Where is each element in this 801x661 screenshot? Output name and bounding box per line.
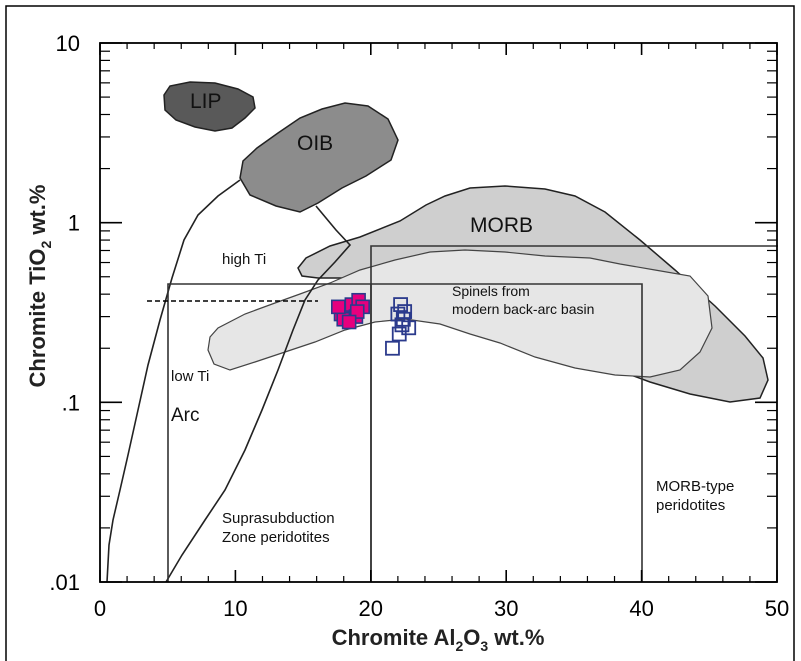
open-square-point bbox=[385, 340, 400, 356]
label-arc: Arc bbox=[171, 405, 200, 426]
plot-frame bbox=[99, 42, 778, 583]
figure-border bbox=[5, 5, 795, 661]
axis-tick-labels: 0 10 20 30 40 50 10 1 .1 .01 bbox=[49, 31, 789, 621]
morb-box-mid-line bbox=[371, 283, 643, 582]
y-tick-label: .01 bbox=[49, 570, 80, 595]
y-tick-label: .1 bbox=[62, 390, 80, 415]
label-backarc-2: modern back-arc basin bbox=[452, 301, 594, 317]
x-tick-label: 30 bbox=[494, 596, 518, 621]
y-tick-label: 10 bbox=[56, 31, 80, 56]
label-high-ti: high Ti bbox=[222, 251, 266, 268]
label-morb-peridotite-2: peridotites bbox=[656, 497, 725, 514]
label-ssz-1: Suprasubduction bbox=[222, 510, 335, 527]
label-ssz-2: Zone peridotites bbox=[222, 529, 330, 546]
lip-field bbox=[163, 81, 256, 132]
filled-square-point bbox=[331, 299, 346, 315]
label-oib: OIB bbox=[297, 132, 333, 155]
y-axis-title: Chromite TiO2 wt.% bbox=[25, 185, 54, 388]
backarc-field bbox=[207, 249, 713, 378]
morb-box bbox=[370, 245, 778, 582]
label-low-ti: low Ti bbox=[171, 368, 209, 385]
peridotite-boxes bbox=[147, 245, 778, 582]
open-square-point bbox=[397, 304, 413, 319]
boundary-curves bbox=[106, 179, 352, 583]
label-morb: MORB bbox=[470, 214, 533, 237]
label-lip: LIP bbox=[190, 90, 222, 113]
axis-ticks bbox=[99, 42, 778, 583]
label-backarc-1: Spinels from bbox=[452, 283, 530, 299]
x-tick-label: 40 bbox=[629, 596, 653, 621]
oib-field bbox=[239, 102, 399, 213]
y-tick-label: 1 bbox=[68, 211, 80, 236]
x-tick-label: 0 bbox=[94, 596, 106, 621]
field-regions bbox=[163, 81, 769, 403]
filled-square-point bbox=[341, 314, 357, 330]
x-tick-label: 50 bbox=[765, 596, 789, 621]
arc-right-curve bbox=[165, 205, 352, 583]
x-axis-title: Chromite Al2O3 wt.% bbox=[332, 625, 545, 654]
label-morb-peridotite-1: MORB-type bbox=[656, 478, 734, 495]
data-points bbox=[331, 292, 417, 356]
x-tick-label: 20 bbox=[359, 596, 383, 621]
arc-left-curve bbox=[106, 179, 241, 583]
x-tick-label: 10 bbox=[223, 596, 247, 621]
open-square-point bbox=[391, 326, 407, 342]
open-square-point bbox=[395, 311, 411, 327]
field-labels: LIP OIB MORB high Ti low Ti Arc Spinels … bbox=[171, 90, 734, 546]
